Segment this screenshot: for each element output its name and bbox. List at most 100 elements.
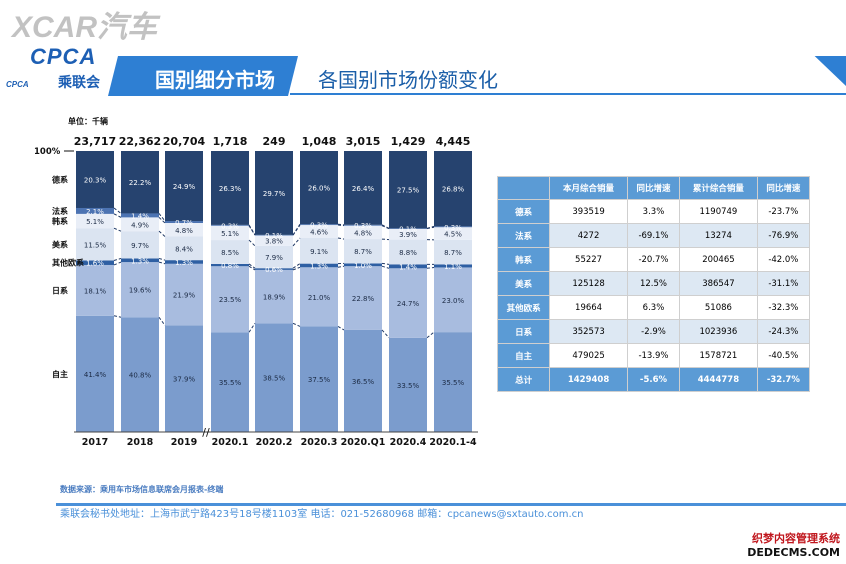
table-cell: 55227 xyxy=(549,247,628,272)
table-cell: -31.1% xyxy=(756,271,811,296)
total-label: 1,048 xyxy=(302,135,337,148)
bar-segment xyxy=(76,213,114,229)
total-label: 1,429 xyxy=(391,135,426,148)
bar-segment xyxy=(211,332,249,432)
table-cell: 6.3% xyxy=(626,295,681,320)
connector-line xyxy=(158,213,166,222)
bar-segment xyxy=(255,268,293,270)
table-cell: -42.0% xyxy=(756,247,811,272)
table-cell: -20.7% xyxy=(626,247,681,272)
connector-line xyxy=(292,263,301,269)
bar-segment xyxy=(344,239,382,264)
x-tick-label: 2018 xyxy=(127,437,154,448)
bar-segment xyxy=(344,224,382,226)
bar-segment xyxy=(76,151,114,208)
row-label: 自主 xyxy=(496,343,551,368)
connector-line xyxy=(158,230,166,237)
connector-line xyxy=(113,315,122,318)
data-label: 0.3% xyxy=(354,222,372,230)
series-label: 韩系 xyxy=(52,216,68,226)
data-label: 2.1% xyxy=(86,208,104,216)
connector-line xyxy=(113,207,122,214)
table-cell: -40.5% xyxy=(756,343,811,368)
table-cell: 1190749 xyxy=(679,199,758,224)
data-label: 19.6% xyxy=(129,287,152,295)
data-label: 18.1% xyxy=(84,287,107,295)
total-label: 22,362 xyxy=(119,135,161,148)
data-label: 1.4% xyxy=(399,263,417,271)
bar-segment xyxy=(255,245,293,269)
bar-segment xyxy=(121,231,159,259)
x-tick-label: 2017 xyxy=(82,437,108,448)
table-cell: 1578721 xyxy=(679,343,758,368)
bar-segment xyxy=(434,332,472,432)
table-cell: -32.7% xyxy=(756,367,811,392)
watermark-line2: DEDECMS.COM xyxy=(747,546,840,559)
bar-segment xyxy=(211,151,249,225)
bar-segment xyxy=(300,326,338,432)
table-cell: -5.6% xyxy=(626,367,681,392)
page-subtitle: 各国别市场份额变化 xyxy=(318,68,498,92)
table-row: 德系 393519 3.3% 1190749 -23.7% xyxy=(496,199,811,224)
x-tick-label: 2020.2 xyxy=(256,437,293,448)
series-label: 德系 xyxy=(52,174,68,184)
data-label: 35.5% xyxy=(219,379,242,387)
data-label: 37.5% xyxy=(308,376,331,384)
bar-segment xyxy=(255,323,293,432)
data-label: 26.3% xyxy=(219,185,242,193)
table-cell: 4272 xyxy=(549,223,628,248)
table-total-row: 总计 1429408 -5.6% 4444778 -32.7% xyxy=(496,367,811,392)
bar-segment xyxy=(389,337,427,432)
data-label: 3.9% xyxy=(399,231,417,239)
table-row: 法系 4272 -69.1% 13274 -76.9% xyxy=(496,223,811,248)
bar-segment xyxy=(255,269,293,324)
page-title: 国别细分市场 xyxy=(155,68,275,92)
connector-line xyxy=(248,239,256,247)
bar-segment xyxy=(211,263,249,267)
data-label: 4.8% xyxy=(354,229,372,237)
connector-line xyxy=(337,224,345,227)
data-label: 0.3% xyxy=(310,222,328,230)
bar-segment xyxy=(165,236,203,261)
data-label: 11.5% xyxy=(84,241,107,249)
footer-divider xyxy=(56,503,846,506)
axis-break: // xyxy=(202,426,210,439)
data-label: 5.1% xyxy=(86,218,104,226)
bar-segment xyxy=(76,264,114,316)
bar-segment xyxy=(389,228,427,240)
connector-line xyxy=(113,257,122,261)
footer-contact: 乘联会秘书处地址：上海市武宁路423号18号楼1103室 电话：021-5268… xyxy=(60,509,584,520)
bar-segment xyxy=(211,225,249,241)
data-label: 26.4% xyxy=(352,185,375,193)
x-tick-label: 2020.Q1 xyxy=(341,437,386,448)
data-label: 23.5% xyxy=(219,296,242,304)
bar-segment xyxy=(344,151,382,225)
connector-line xyxy=(426,266,435,269)
data-label: 5.1% xyxy=(221,230,239,238)
bar-segment xyxy=(165,223,203,237)
data-label: 26.8% xyxy=(442,186,465,194)
connector-line xyxy=(337,237,345,240)
connector-line xyxy=(426,331,435,339)
bar-segment xyxy=(211,224,249,226)
bar-segment xyxy=(389,151,427,229)
bar-segment xyxy=(121,151,159,214)
bar-segment xyxy=(389,264,427,269)
connector-line xyxy=(113,227,122,232)
data-label: 18.9% xyxy=(263,294,286,302)
table-row: 自主 479025 -13.9% 1578721 -40.5% xyxy=(496,343,811,368)
data-label: 4.9% xyxy=(131,221,149,229)
table-cell: 386547 xyxy=(679,271,758,296)
data-label: 4.8% xyxy=(175,227,193,235)
data-label: 0.1% xyxy=(265,232,283,240)
bar-segment xyxy=(434,267,472,333)
connector-line xyxy=(426,225,435,229)
bar-segment xyxy=(344,225,382,240)
table-cell: 352573 xyxy=(549,319,628,344)
bar-segment xyxy=(344,263,382,267)
bar-segment xyxy=(121,262,159,318)
bar-segment xyxy=(344,329,382,432)
table-cell: 125128 xyxy=(549,271,628,296)
x-tick-label: 2020.3 xyxy=(301,437,338,448)
data-label: 3.8% xyxy=(265,238,283,246)
